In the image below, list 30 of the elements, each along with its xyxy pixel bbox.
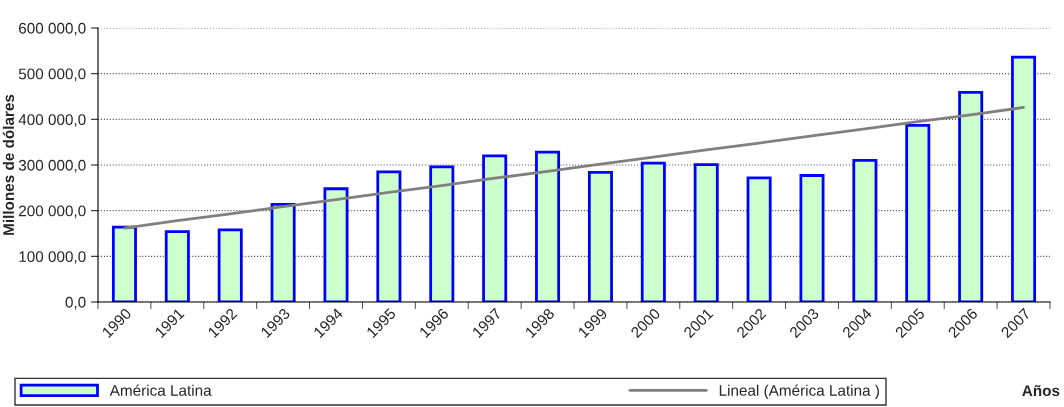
legend-label: América Latina xyxy=(109,384,212,396)
bar xyxy=(1011,55,1037,302)
y-tick-label: 0,0 xyxy=(65,296,86,310)
bar xyxy=(640,161,666,302)
y-tick-label: 300 000,0 xyxy=(18,159,86,173)
y-tick-label: 100 000,0 xyxy=(19,251,86,264)
bar xyxy=(270,202,296,302)
bar xyxy=(111,225,137,302)
y-tick-label: 200 000,0 xyxy=(19,205,86,219)
bar xyxy=(693,163,719,302)
bar xyxy=(905,123,931,302)
y-tick-label: 600 000,0 xyxy=(19,22,86,36)
bar xyxy=(535,150,561,302)
bar xyxy=(323,187,349,302)
bar xyxy=(376,170,402,302)
line-series xyxy=(123,106,1025,230)
bar xyxy=(164,230,190,302)
bar xyxy=(217,228,243,302)
bar xyxy=(958,91,984,302)
x-axis-title: Años xyxy=(1022,384,1060,397)
bar xyxy=(429,165,455,302)
bar xyxy=(799,174,825,302)
bar xyxy=(587,170,613,302)
y-tick-label: 400 000,0 xyxy=(18,114,86,127)
y-axis-title: Millones de dólares xyxy=(2,94,15,235)
bar xyxy=(746,176,772,302)
bar xyxy=(482,154,508,302)
legend-label: Lineal (América Latina ) xyxy=(719,384,879,399)
bar xyxy=(852,159,878,302)
y-tick-label: 500 000,0 xyxy=(18,68,86,82)
